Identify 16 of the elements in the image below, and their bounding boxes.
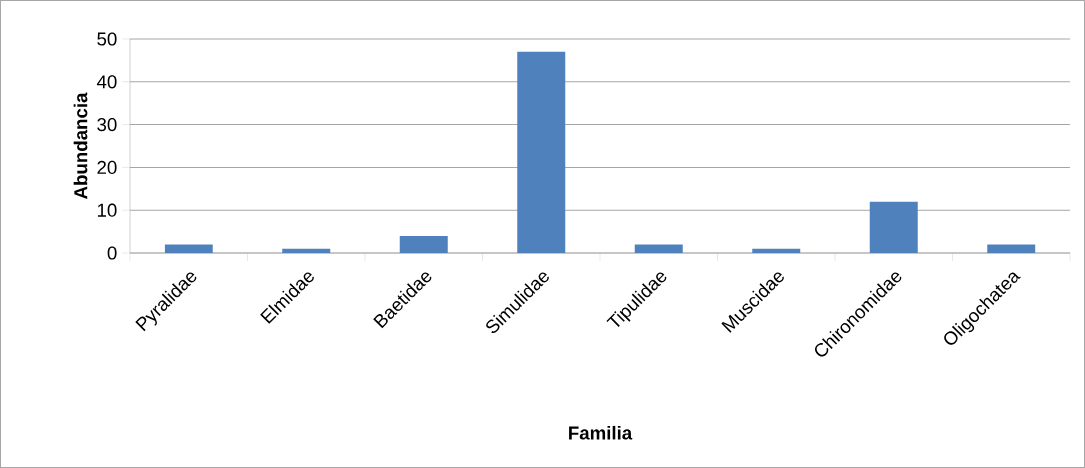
bar bbox=[282, 248, 331, 253]
y-tick-label: 50 bbox=[97, 32, 117, 46]
bar bbox=[869, 201, 918, 253]
bar bbox=[517, 51, 566, 253]
bar bbox=[634, 244, 683, 253]
y-tick-label: 40 bbox=[96, 75, 117, 89]
bar bbox=[987, 244, 1036, 253]
y-tick-label: 10 bbox=[97, 203, 117, 217]
y-tick-label: 20 bbox=[97, 160, 117, 175]
y-tick-label: 0 bbox=[107, 246, 117, 260]
bar bbox=[399, 235, 448, 253]
bar bbox=[752, 248, 801, 253]
x-axis-title: Familia bbox=[569, 425, 633, 440]
y-tick-label: 30 bbox=[97, 117, 117, 132]
bar bbox=[164, 244, 213, 253]
y-axis-title: Abundancia bbox=[73, 92, 88, 199]
